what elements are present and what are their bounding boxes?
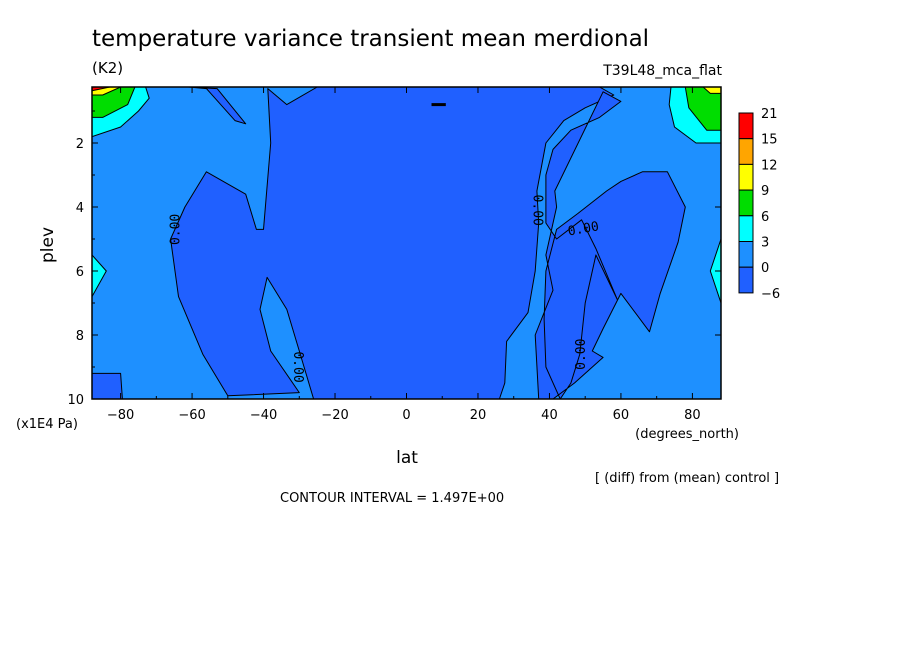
y-tick-label: 4 xyxy=(76,201,84,216)
colorbar: 21 15 12 9 6 3 0 −6 xyxy=(738,107,780,302)
x-axis-label: lat xyxy=(396,448,418,468)
y-tick-label: 10 xyxy=(67,393,84,408)
y-axis-ticks: 2 4 6 8 10 xyxy=(67,110,721,408)
y-tick-label: 6 xyxy=(76,265,84,280)
x-tick-label: −40 xyxy=(250,408,277,423)
contour-label-2: 0.00 xyxy=(567,219,600,239)
colorbar-level-label: 12 xyxy=(761,158,778,173)
contour-label-0: 0.00 xyxy=(169,214,184,245)
colorbar-level-label: 9 xyxy=(761,184,769,199)
colorbar-level-label: 0 xyxy=(761,261,769,276)
contour-label-3: 0.00 xyxy=(574,339,589,370)
x-tick-label: −60 xyxy=(178,408,205,423)
colorbar-swatch xyxy=(738,112,754,140)
region-lt0-3 xyxy=(92,372,123,399)
contour-label-4: 0.00 xyxy=(290,351,305,382)
diff-note: [ (diff) from (mean) control ] xyxy=(595,471,779,486)
contour-fills xyxy=(92,87,721,399)
colorbar-level-label: 6 xyxy=(761,210,769,225)
x-axis-ticks: −80 −60 −40 −20 0 20 40 60 80 xyxy=(107,87,701,423)
y-tick-label: 2 xyxy=(76,137,84,152)
contour-labels: 0.00 0.00 0.00 0.00 0.00 xyxy=(169,195,601,383)
region-gt6-1 xyxy=(684,87,721,131)
region-lt0-2 xyxy=(534,91,686,399)
x-tick-label: 40 xyxy=(541,408,558,423)
x-tick-label: 60 xyxy=(613,408,630,423)
region-gt15-0 xyxy=(92,87,111,92)
contour-label-1: 0.00 xyxy=(529,195,544,226)
colorbar-swatch xyxy=(738,189,754,217)
x-tick-label: −20 xyxy=(321,408,348,423)
plot-area xyxy=(91,86,722,400)
y-tick-label: 8 xyxy=(76,329,84,344)
x-tick-label: 20 xyxy=(470,408,487,423)
chart-title: temperature variance transient mean merd… xyxy=(92,26,649,52)
colorbar-swatch xyxy=(738,163,754,191)
colorbar-level-label: 15 xyxy=(761,133,778,148)
colorbar-level-label: 3 xyxy=(761,236,769,251)
contour-interval: CONTOUR INTERVAL = 1.497E+00 xyxy=(280,491,504,506)
x-tick-label: 80 xyxy=(684,408,701,423)
y-axis-label: plev xyxy=(38,227,58,263)
region-gt3-1 xyxy=(92,254,107,298)
x-tick-label: 0 xyxy=(402,408,410,423)
region-lt0-1 xyxy=(188,87,247,125)
run-label: T39L48_mca_flat xyxy=(602,63,722,79)
colorbar-swatch xyxy=(738,241,754,268)
colorbar-level-label: −6 xyxy=(761,287,780,302)
colorbar-swatch xyxy=(738,266,754,294)
x-axis-units: (degrees_north) xyxy=(635,427,739,442)
colorbar-swatch xyxy=(738,138,754,165)
colorbar-swatch xyxy=(738,215,754,243)
units-label: (K2) xyxy=(92,59,123,77)
colorbar-level-label: 21 xyxy=(761,107,778,122)
region-gt9-1 xyxy=(702,87,721,94)
x-tick-label: −80 xyxy=(107,408,134,423)
y-axis-units: (x1E4 Pa) xyxy=(16,417,78,432)
